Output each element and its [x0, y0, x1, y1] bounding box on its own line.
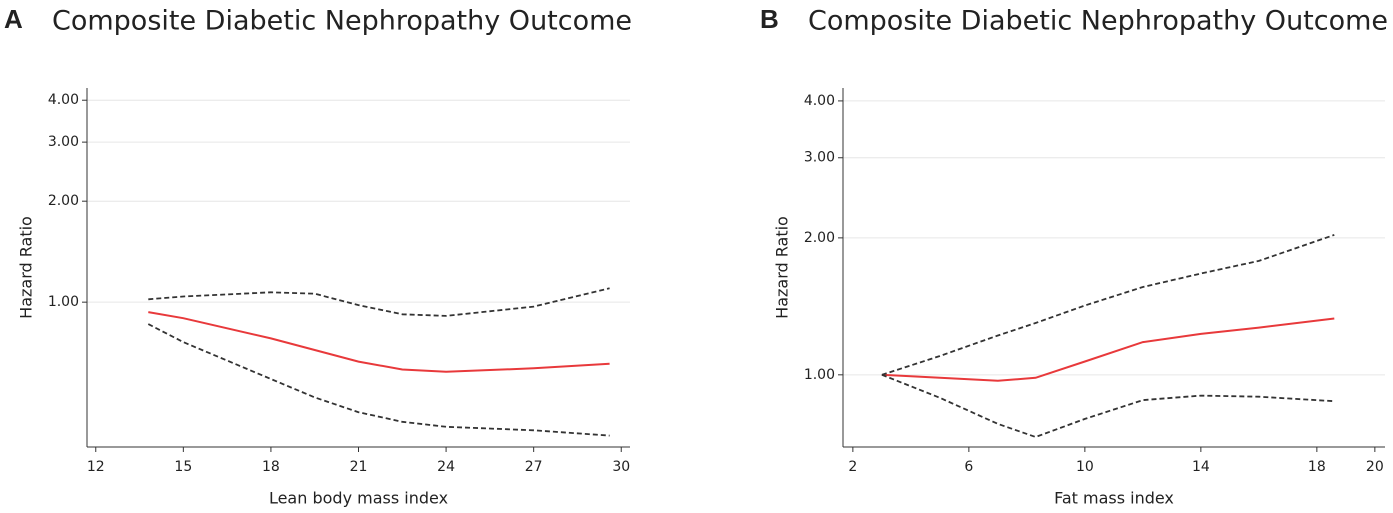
x-tick-label: 6 [964, 459, 973, 475]
x-axis-label: Fat mass index [1054, 489, 1174, 508]
x-axis-label: Lean body mass index [269, 489, 448, 508]
x-tick-label: 30 [612, 459, 630, 475]
x-tick-label: 12 [87, 459, 105, 475]
series-line [881, 234, 1335, 376]
x-tick-label: 10 [1076, 459, 1094, 475]
panel-letter: B [760, 4, 779, 34]
series-line [881, 317, 1335, 382]
x-tick-label: 21 [350, 459, 368, 475]
chart-title: Composite Diabetic Nephropathy Outcome [808, 6, 1388, 37]
y-tick-label: 3.00 [48, 134, 79, 150]
y-tick-label: 4.00 [804, 93, 835, 109]
y-tick-label: 2.00 [48, 193, 79, 209]
y-tick-label: 3.00 [804, 150, 835, 166]
x-tick-label: 18 [1308, 459, 1326, 475]
y-tick-label: 4.00 [48, 92, 79, 108]
x-tick-label: 18 [262, 459, 280, 475]
panel-letter: A [4, 4, 23, 34]
series-line [148, 287, 610, 317]
chart-title: Composite Diabetic Nephropathy Outcome [52, 6, 632, 37]
x-tick-label: 20 [1366, 459, 1384, 475]
y-tick-label: 1.00 [48, 294, 79, 310]
series-line [148, 311, 610, 373]
series-line [147, 323, 610, 437]
y-tick-label: 2.00 [804, 230, 835, 246]
x-tick-label: 14 [1192, 459, 1210, 475]
y-axis-label: Hazard Ratio [17, 216, 36, 319]
series-line [881, 373, 1335, 438]
x-tick-label: 15 [174, 459, 192, 475]
y-tick-label: 1.00 [804, 367, 835, 383]
x-tick-label: 24 [437, 459, 455, 475]
y-axis-label: Hazard Ratio [773, 216, 792, 319]
x-tick-label: 2 [848, 459, 857, 475]
x-tick-label: 27 [525, 459, 543, 475]
